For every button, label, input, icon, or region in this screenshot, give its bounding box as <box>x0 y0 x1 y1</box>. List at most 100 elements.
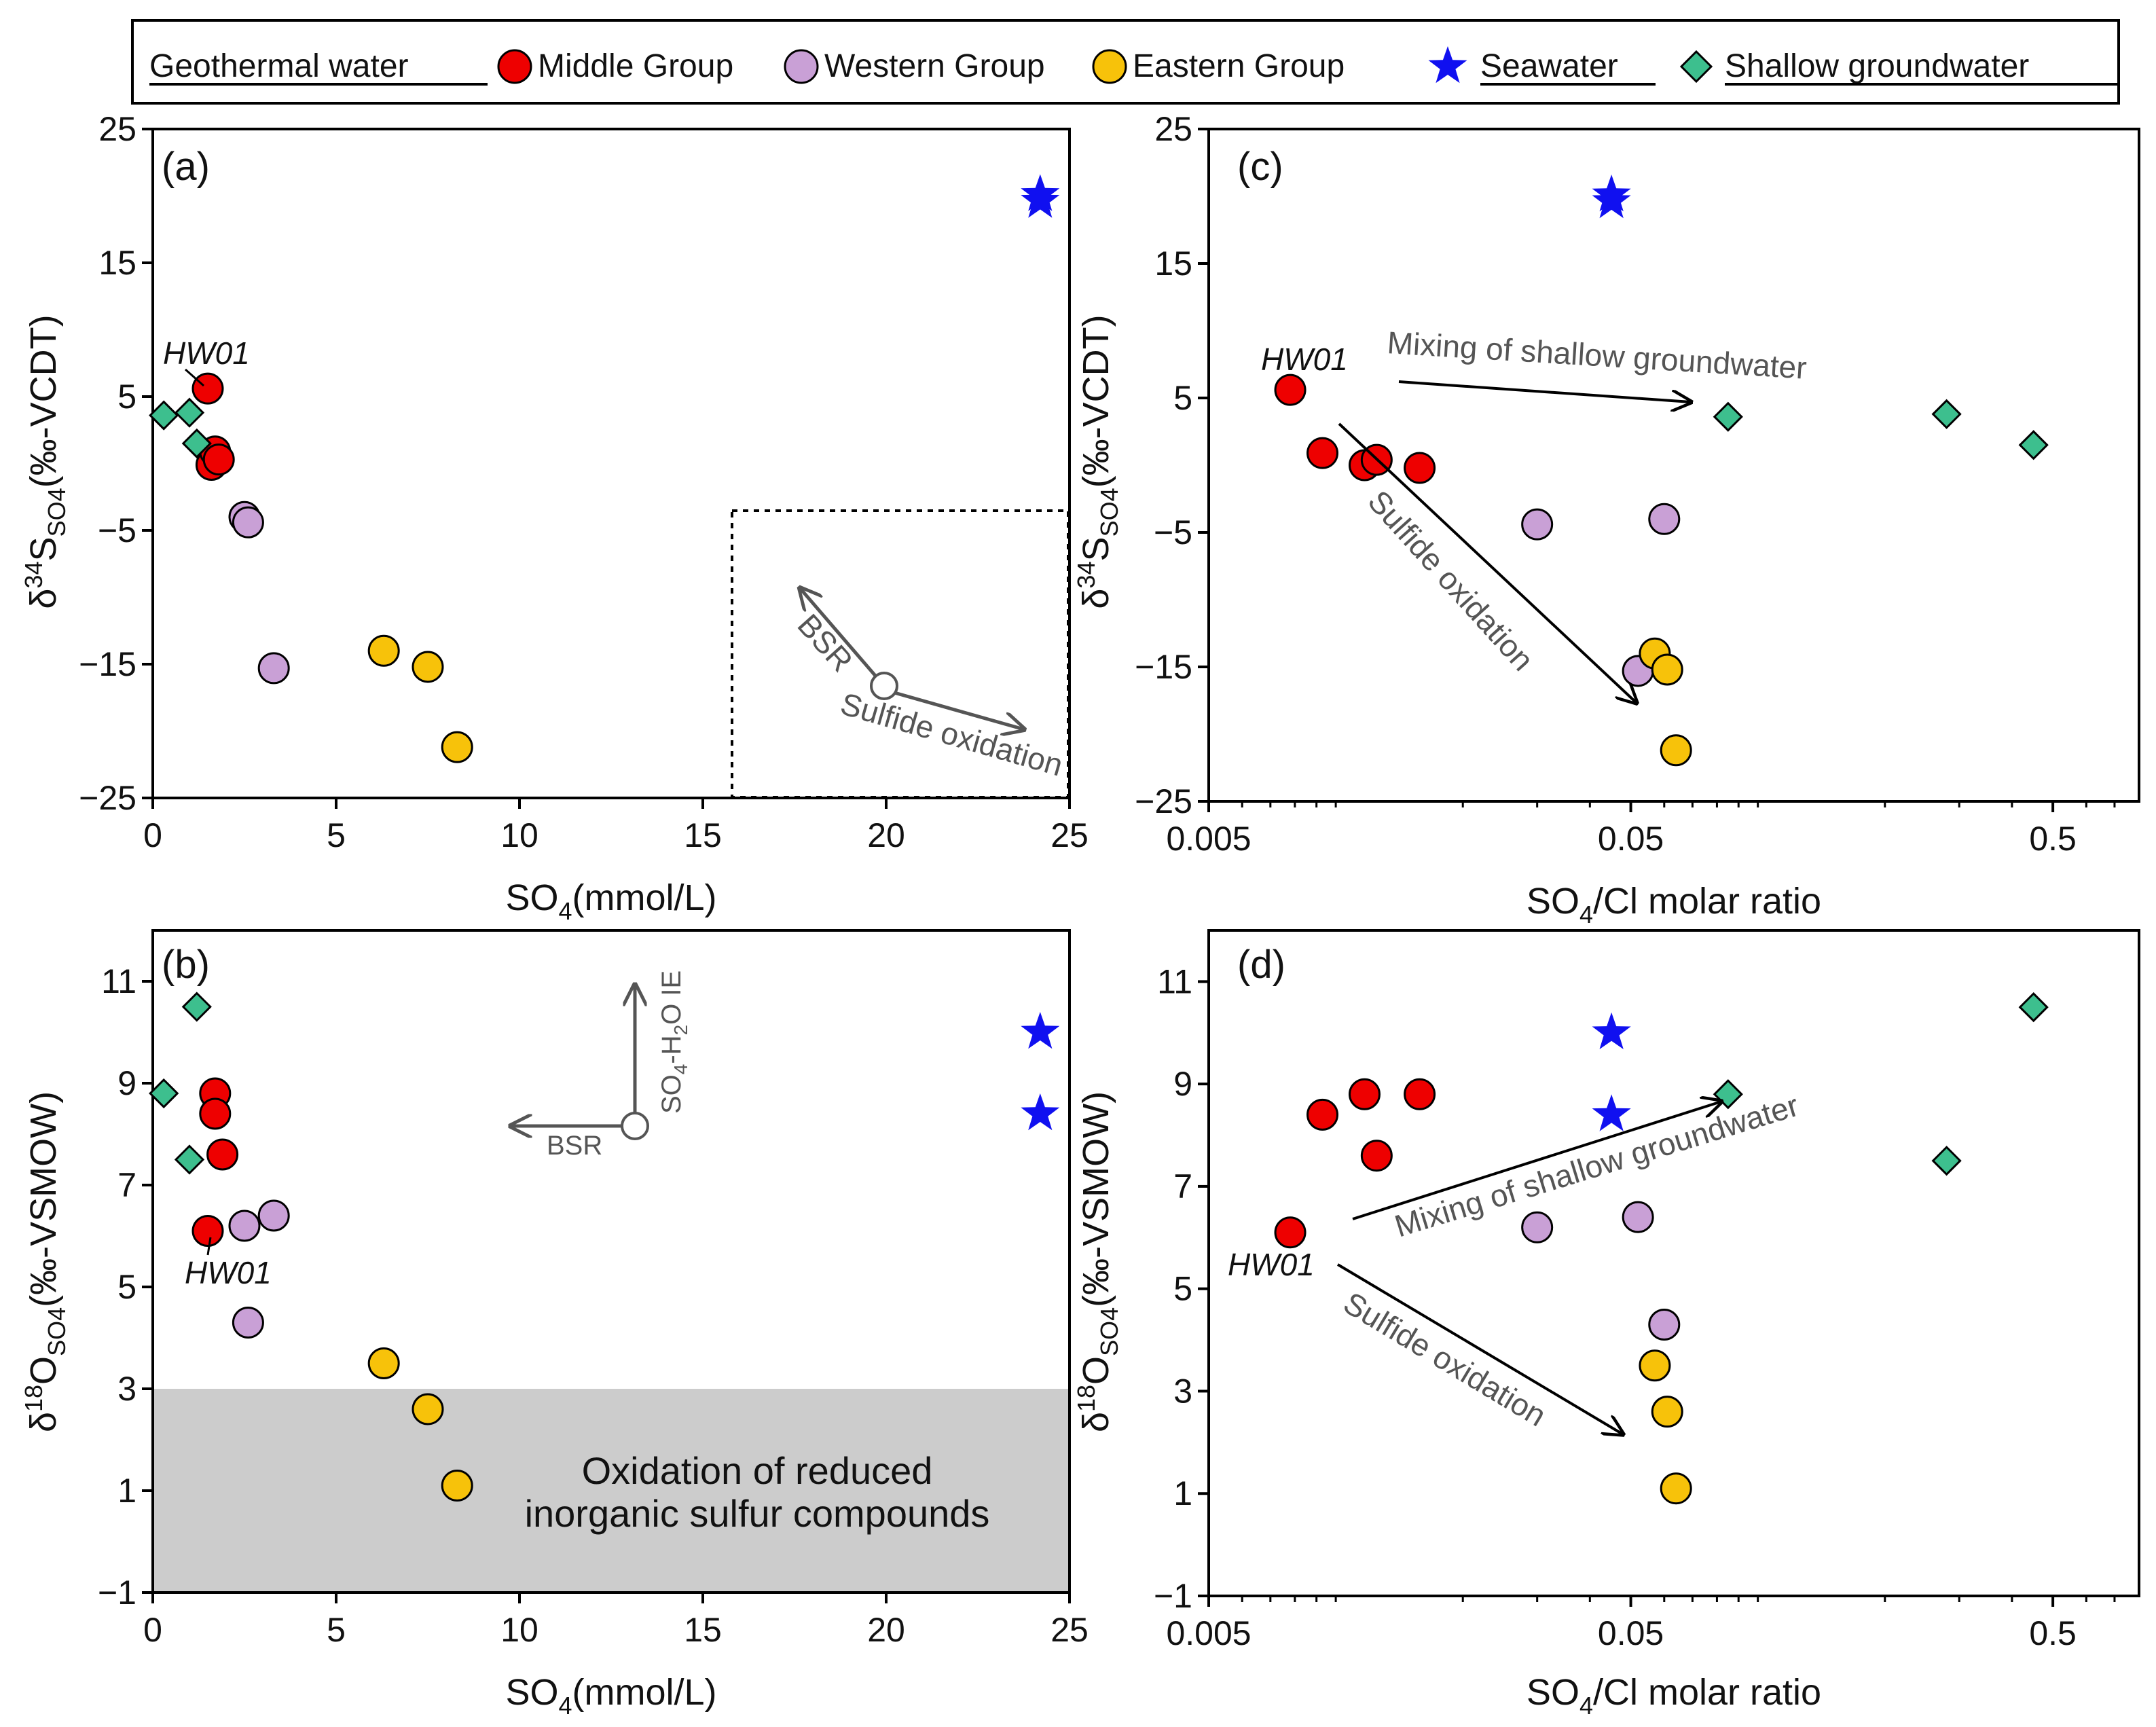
point-seawater <box>1021 1093 1060 1131</box>
point-middle-group <box>191 372 224 405</box>
point-eastern-group <box>412 651 444 683</box>
panel-c-label: (c) <box>1237 145 1283 189</box>
panel-b-hw01-leader <box>206 1237 212 1256</box>
point-western-group <box>1648 1308 1681 1341</box>
panel-b-ytick-label: −1 <box>98 1574 136 1612</box>
panel-b: 0 5 10 15 20 25 11 9 7 5 3 1 −1 (b) SO4(mmol/L) δ18… <box>20 929 1089 1720</box>
panel-c-sulfide-label: Sulfide oxidation <box>1362 484 1541 678</box>
legend-western-marker <box>784 49 819 84</box>
panel-a-ytick-label: −25 <box>79 779 136 817</box>
panel-a-frame <box>151 128 1071 799</box>
panel-a: 0 5 10 15 20 25 25 15 5 −5 −15 −25 (a) SO4(mmol/L)… <box>20 110 1089 925</box>
point-middle-group <box>1274 374 1307 406</box>
panel-c-hw01-label: HW01 <box>1261 342 1348 377</box>
point-middle-group <box>1274 1216 1307 1249</box>
panel-b-ytick-label: 5 <box>117 1268 136 1306</box>
point-seawater <box>1021 181 1060 218</box>
point-shallow-groundwater <box>181 428 212 459</box>
panel-d-ytick-label: 7 <box>1173 1167 1192 1205</box>
panel-c-points <box>1274 175 2049 767</box>
point-middle-group <box>1404 1078 1436 1110</box>
panel-d-mixing-arrow <box>1352 1102 1721 1220</box>
panel-a-inset-box <box>731 509 1070 799</box>
panel-b-shade-text-1: Oxidation of reduced <box>582 1449 933 1492</box>
point-western-group <box>1622 1201 1654 1233</box>
point-middle-group <box>199 1097 232 1130</box>
point-western-group <box>1648 503 1681 535</box>
panel-a-xtick-label: 5 <box>327 816 346 854</box>
point-shallow-groundwater <box>1713 401 1743 432</box>
panel-a-yticks: 25 15 5 −5 −15 −25 <box>79 110 153 817</box>
panel-d-xticks: 0.005 0.05 0.5 <box>1166 1596 2116 1652</box>
panel-b-shade <box>153 1389 1070 1593</box>
panel-a-xtick-label: 15 <box>684 816 722 854</box>
panel-d-hw01-label: HW01 <box>1228 1247 1315 1282</box>
panel-a-origin-circle <box>870 672 898 700</box>
panel-b-ytick-label: 11 <box>101 962 136 1000</box>
point-shallow-groundwater <box>174 1144 205 1175</box>
panel-b-label: (b) <box>162 943 210 987</box>
panel-a-ytick-label: 5 <box>117 378 136 416</box>
panel-d-label: (d) <box>1237 943 1285 987</box>
legend-eastern-marker <box>1092 49 1127 84</box>
panel-a-xtick-label: 10 <box>500 816 538 854</box>
point-shallow-groundwater <box>174 397 205 428</box>
legend-seawater-label: Seawater <box>1480 48 1618 84</box>
panel-b-xtick-label: 10 <box>500 1611 538 1649</box>
panel-c-xtick-label: 0.5 <box>2029 820 2077 858</box>
point-middle-group <box>191 1215 224 1247</box>
panel-c-sulfide-arrow <box>1338 422 1637 703</box>
panel-d-ytick-label: 9 <box>1173 1065 1192 1103</box>
legend-western-label: Western Group <box>824 48 1045 84</box>
point-eastern-group <box>1639 1349 1671 1382</box>
panel-b-ylabel: δ18OSO4(‰-VSMOW) <box>20 1091 71 1432</box>
point-middle-group <box>1360 1140 1393 1172</box>
point-seawater <box>1592 181 1631 219</box>
legend-seawater-marker <box>1428 46 1467 84</box>
point-middle-group <box>1307 1098 1339 1131</box>
panel-a-xlabel: SO4(mmol/L) <box>505 877 716 925</box>
panel-a-ytick-label: −15 <box>79 645 136 683</box>
panel-b-xtick-label: 25 <box>1050 1611 1089 1649</box>
panel-c-xtick-label: 0.05 <box>1598 820 1664 858</box>
panel-d-points <box>1274 992 2049 1505</box>
point-shallow-groundwater <box>2018 992 2049 1023</box>
point-seawater <box>1021 1012 1060 1049</box>
point-eastern-group <box>412 1393 444 1425</box>
panel-a-xtick-label: 25 <box>1050 816 1089 854</box>
panel-a-xtick-label: 0 <box>143 816 162 854</box>
panel-a-ytick-label: 15 <box>98 244 136 282</box>
panel-c-xtick-label: 0.005 <box>1166 820 1251 858</box>
legend-middle-label: Middle Group <box>538 48 733 84</box>
panel-c-ylabel: δ34SSO4(‰-VCDT) <box>1072 314 1123 608</box>
point-shallow-groundwater <box>149 400 179 431</box>
panel-b-bsr-label: BSR <box>547 1131 602 1161</box>
panel-b-origin-circle <box>621 1112 649 1140</box>
panel-c-xticks: 0.005 0.05 0.5 <box>1166 801 2116 858</box>
point-seawater <box>1592 1094 1631 1131</box>
panel-b-xticks: 0 5 10 15 20 25 <box>143 1593 1089 1649</box>
legend-eastern-label: Eastern Group <box>1133 48 1345 84</box>
panel-a-sulfide-label: Sulfide oxidation <box>837 686 1067 783</box>
panel-a-hw01-label: HW01 <box>163 335 250 371</box>
point-middle-group <box>202 443 235 476</box>
point-middle-group <box>1404 452 1436 484</box>
panel-a-bsr-label: BSR <box>791 607 860 678</box>
point-eastern-group <box>1660 1472 1692 1505</box>
panel-b-ytick-label: 3 <box>117 1370 136 1408</box>
panel-d-ytick-label: 1 <box>1173 1474 1192 1512</box>
panel-b-ie-label: SO4-H2O IE <box>657 970 691 1114</box>
panel-a-xtick-label: 20 <box>867 816 905 854</box>
panel-d-sulfide-arrow <box>1336 1263 1623 1434</box>
point-eastern-group <box>367 634 400 667</box>
panel-d-yticks: 11 9 7 5 3 1 −1 <box>1154 962 1209 1615</box>
panel-a-label: (a) <box>162 145 210 189</box>
panel-d-frame <box>1207 929 2140 1597</box>
panel-d: 0.005 0.05 0.5 11 9 7 5 3 1 −1 (d) SO4/Cl molar … <box>1072 929 2140 1720</box>
point-eastern-group <box>441 731 473 763</box>
panel-c-ytick-label: 5 <box>1173 379 1192 417</box>
panel-b-xtick-label: 20 <box>867 1611 905 1649</box>
legend-geothermal-label: Geothermal water <box>149 48 409 84</box>
point-western-group <box>1521 1211 1554 1243</box>
